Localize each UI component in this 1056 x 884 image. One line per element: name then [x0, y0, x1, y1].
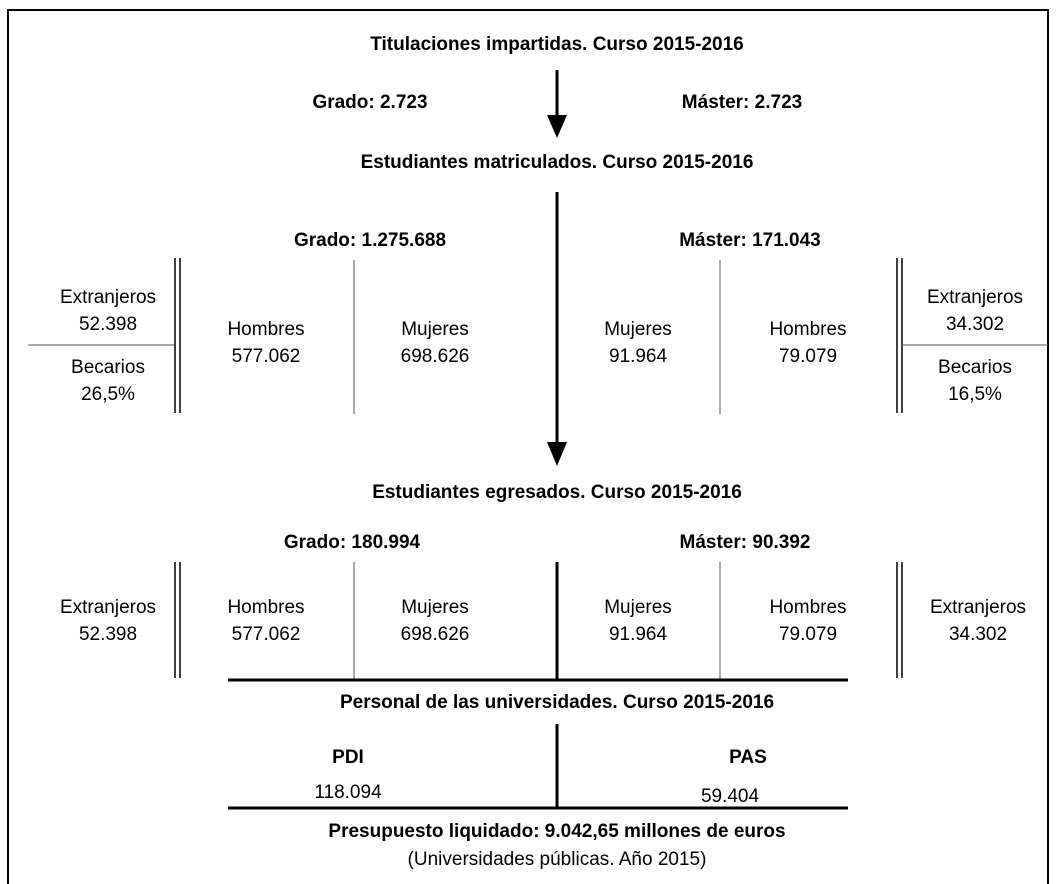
budget-note: (Universidades públicas. Año 2015) [408, 849, 707, 870]
master-total: Máster: 90.392 [680, 532, 811, 553]
label: PDI [332, 747, 364, 768]
label: Hombres [769, 597, 846, 618]
section-title: Estudiantes egresados. Curso 2015-2016 [372, 482, 742, 503]
value: 698.626 [401, 346, 470, 367]
label: Extranjeros [927, 287, 1023, 308]
label: Hombres [227, 319, 304, 340]
label: Mujeres [604, 319, 672, 340]
grado-total: Grado: 2.723 [312, 92, 427, 113]
label: Extranjeros [930, 597, 1026, 618]
arrow-head [547, 115, 567, 138]
master-total: Máster: 171.043 [679, 230, 821, 251]
value: 698.626 [401, 624, 470, 645]
value: 79.079 [779, 624, 837, 645]
value: 91.964 [609, 624, 668, 645]
frame [7, 9, 1049, 884]
value: 52.398 [79, 314, 137, 335]
label: Becarios [938, 357, 1012, 378]
label: Hombres [769, 319, 846, 340]
value: 577.062 [232, 624, 301, 645]
value: 59.404 [701, 786, 760, 807]
label: Hombres [227, 597, 304, 618]
value: 34.302 [949, 624, 1007, 645]
label: Becarios [71, 357, 145, 378]
value: 26,5% [81, 384, 135, 405]
label: Mujeres [604, 597, 672, 618]
master-total: Máster: 2.723 [682, 92, 802, 113]
label: Mujeres [401, 319, 469, 340]
value: 34.302 [946, 314, 1004, 335]
value: 118.094 [314, 782, 382, 803]
grado-total: Grado: 180.994 [284, 532, 421, 553]
section-title: Estudiantes matriculados. Curso 2015-201… [361, 152, 754, 173]
value: 52.398 [79, 624, 137, 645]
label: Extranjeros [60, 597, 156, 618]
budget-title: Presupuesto liquidado: 9.042,65 millones… [328, 821, 785, 842]
value: 91.964 [609, 346, 668, 367]
label: PAS [729, 747, 767, 768]
section-title: Titulaciones impartidas. Curso 2015-2016 [370, 34, 743, 55]
label: Extranjeros [60, 287, 156, 308]
value: 79.079 [779, 346, 837, 367]
label: Mujeres [401, 597, 469, 618]
section-title: Personal de las universidades. Curso 201… [340, 692, 774, 713]
grado-total: Grado: 1.275.688 [294, 230, 446, 251]
value: 16,5% [948, 384, 1002, 405]
arrow-head [547, 442, 567, 466]
value: 577.062 [232, 346, 301, 367]
